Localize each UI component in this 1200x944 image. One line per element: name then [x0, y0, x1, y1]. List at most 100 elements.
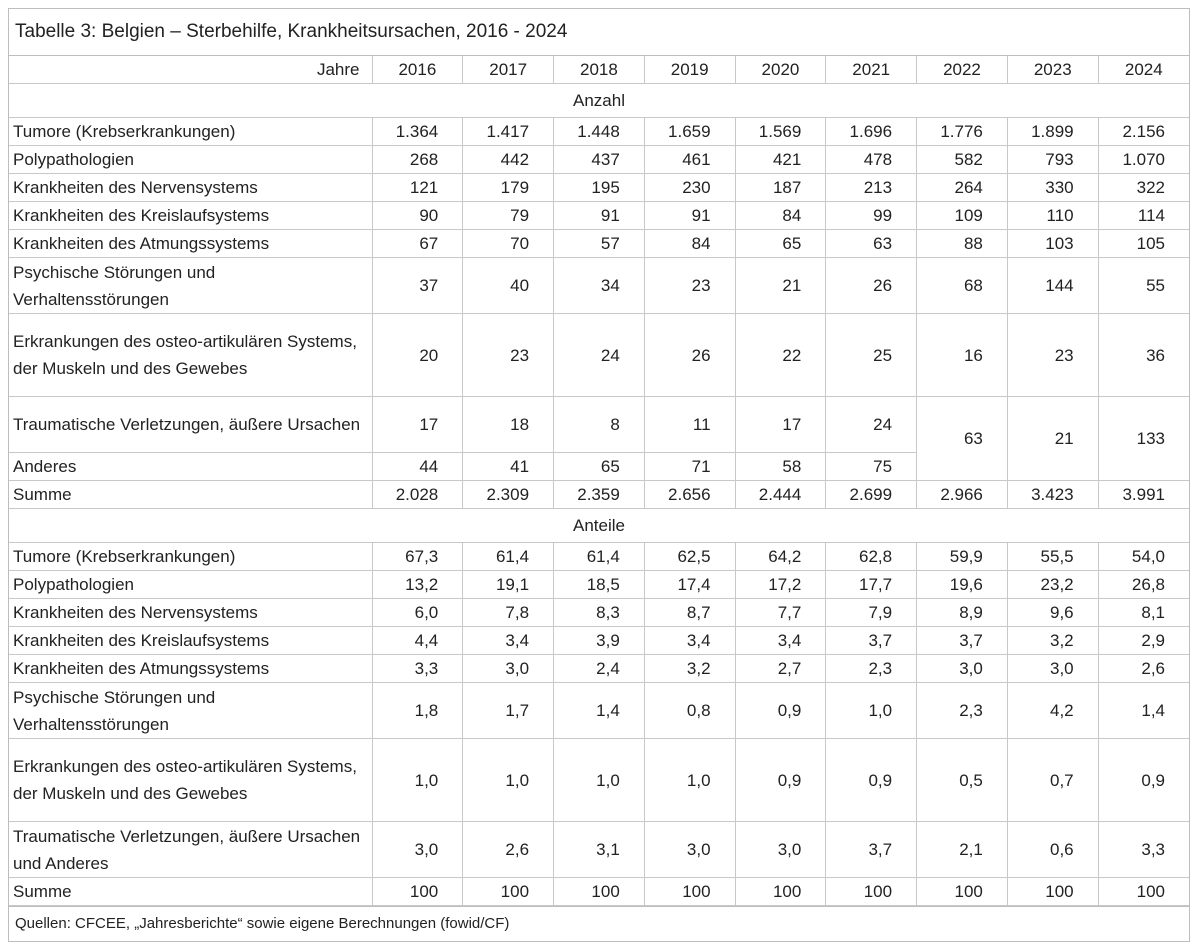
cell-value: 478: [825, 145, 918, 174]
cell-value: 322: [1097, 173, 1189, 202]
year-header: 2017: [462, 56, 555, 84]
cell-value: 6,0: [371, 598, 464, 627]
cell-value: 44: [371, 452, 464, 481]
cell-value: 0,9: [825, 738, 918, 822]
cell-value: 61,4: [553, 542, 645, 571]
cell-value: 2,6: [1097, 654, 1189, 683]
cell-value: 3.991: [1097, 480, 1189, 509]
cell-value: 1.899: [1006, 117, 1099, 146]
cell-value: 91: [643, 201, 736, 230]
cell-value: 17,7: [825, 570, 918, 599]
cell-value: 103: [1006, 229, 1099, 258]
cell-value: 90: [371, 201, 464, 230]
cell-value: 3,0: [462, 654, 555, 683]
cell-value: 1.569: [734, 117, 827, 146]
cell-value: 187: [734, 173, 827, 202]
table-row: Traumatische Verletzungen, äußere Ursach…: [9, 821, 1189, 878]
cell-value: 19,6: [916, 570, 1008, 599]
cell-value: 67: [371, 229, 464, 258]
row-label: Krankheiten des Kreislaufsystems: [9, 626, 373, 655]
cell-value: 34: [553, 257, 645, 314]
cell-value: 133: [1097, 396, 1189, 481]
row-label: Summe: [9, 480, 373, 509]
cell-value: 26,8: [1097, 570, 1189, 599]
table-row: Summe 2.028 2.309 2.359 2.656 2.444 2.699 2.966…: [9, 480, 1189, 509]
cell-value: 58: [734, 452, 827, 481]
cell-value: 121: [371, 173, 464, 202]
cell-value: 1,8: [371, 682, 464, 739]
table-row: Polypathologien 268 442 437 461 421 478 582 793 1…: [9, 145, 1189, 174]
cell-value: 100: [734, 877, 827, 906]
row-label: Polypathologien: [9, 570, 373, 599]
cell-value: 2.699: [825, 480, 918, 509]
row-label: Krankheiten des Nervensystems: [9, 598, 373, 627]
cell-value: 3,2: [1006, 626, 1099, 655]
cell-value: 23: [643, 257, 736, 314]
row-label: Anderes: [9, 452, 373, 481]
year-header: 2020: [734, 56, 827, 84]
cell-value: 17,2: [734, 570, 827, 599]
cell-value: 62,8: [825, 542, 918, 571]
cell-value: 23: [1006, 313, 1099, 397]
cell-value: 3,4: [734, 626, 827, 655]
cell-value: 17,4: [643, 570, 736, 599]
cell-value: 437: [553, 145, 645, 174]
cell-value: 9,6: [1006, 598, 1099, 627]
cell-value: 442: [462, 145, 555, 174]
cell-value: 1,0: [371, 738, 464, 822]
year-header: 2021: [825, 56, 918, 84]
cell-value: 75: [825, 452, 917, 481]
cell-value: 17: [371, 396, 464, 453]
table-title: Tabelle 3: Belgien – Sterbehilfe, Krankh…: [9, 9, 1189, 56]
cell-value: 100: [553, 877, 645, 906]
row-label: Summe: [9, 877, 373, 906]
cell-value: 2,7: [734, 654, 827, 683]
row-label: Krankheiten des Atmungssystems: [9, 654, 373, 683]
year-header: 2016: [371, 56, 464, 84]
cell-value: 110: [1006, 201, 1099, 230]
cell-value: 2.966: [916, 480, 1008, 509]
cell-value: 100: [1097, 877, 1189, 906]
cell-value: 0,9: [734, 682, 827, 739]
cell-value: 19,1: [462, 570, 555, 599]
row-label: Polypathologien: [9, 145, 373, 174]
cell-value: 4,4: [371, 626, 464, 655]
cell-value: 100: [371, 877, 464, 906]
year-header: 2022: [916, 56, 1008, 84]
year-header: 2019: [643, 56, 736, 84]
cell-value: 3,3: [1097, 821, 1189, 878]
cell-value: 2,3: [916, 682, 1008, 739]
cell-value: 3,7: [916, 626, 1008, 655]
cell-value: 3,9: [553, 626, 645, 655]
table-row: Psychische Störungen und Verhaltensstöru…: [9, 682, 1189, 739]
cell-value: 18,5: [553, 570, 645, 599]
cell-value: 99: [825, 201, 918, 230]
row-label: Krankheiten des Atmungssystems: [9, 229, 373, 258]
cell-value: 2.444: [734, 480, 827, 509]
cell-value: 20: [371, 313, 464, 397]
table-row: Traumatische Verletzungen, äußere Ursach…: [9, 396, 1189, 481]
cell-value: 11: [643, 396, 736, 453]
cell-value: 3,1: [553, 821, 645, 878]
cell-value: 70: [462, 229, 555, 258]
cell-value: 91: [553, 201, 645, 230]
cell-value: 21: [734, 257, 827, 314]
cell-value: 21: [1006, 396, 1099, 481]
cell-value: 55,5: [1006, 542, 1099, 571]
cell-value: 67,3: [371, 542, 464, 571]
cell-value: 7,9: [825, 598, 918, 627]
cell-value: 2,4: [553, 654, 645, 683]
cell-value: 0,5: [916, 738, 1008, 822]
section-label: Anteile: [9, 508, 1189, 543]
section-row: Anteile: [9, 508, 1189, 543]
cell-value: 100: [916, 877, 1008, 906]
cell-value: 1,0: [462, 738, 555, 822]
cell-value: 18: [462, 396, 555, 453]
cell-value: 25: [825, 313, 918, 397]
cell-value: 0,8: [643, 682, 736, 739]
cell-value: 3,0: [643, 821, 736, 878]
cell-value: 1.776: [916, 117, 1008, 146]
cell-value: 36: [1097, 313, 1189, 397]
cell-value: 2.656: [643, 480, 736, 509]
cell-value: 40: [462, 257, 555, 314]
